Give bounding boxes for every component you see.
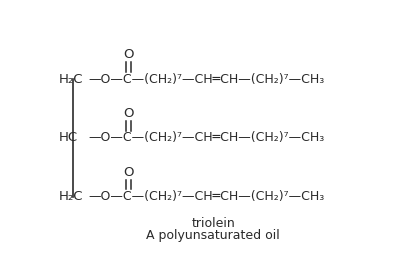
Text: H₂C: H₂C	[58, 73, 83, 85]
Text: HC: HC	[58, 131, 77, 144]
Text: —O—C—(CH₂)⁷—CH═CH—(CH₂)⁷—CH₃: —O—C—(CH₂)⁷—CH═CH—(CH₂)⁷—CH₃	[88, 131, 324, 144]
Text: —O—C—(CH₂)⁷—CH═CH—(CH₂)⁷—CH₃: —O—C—(CH₂)⁷—CH═CH—(CH₂)⁷—CH₃	[88, 190, 324, 203]
Text: —O—C—(CH₂)⁷—CH═CH—(CH₂)⁷—CH₃: —O—C—(CH₂)⁷—CH═CH—(CH₂)⁷—CH₃	[88, 73, 324, 85]
Text: O: O	[124, 107, 134, 120]
Text: H₂C: H₂C	[58, 190, 83, 203]
Text: O: O	[124, 48, 134, 61]
Text: A polyunsaturated oil: A polyunsaturated oil	[146, 229, 280, 242]
Text: O: O	[124, 166, 134, 179]
Text: triolein: triolein	[191, 216, 235, 230]
